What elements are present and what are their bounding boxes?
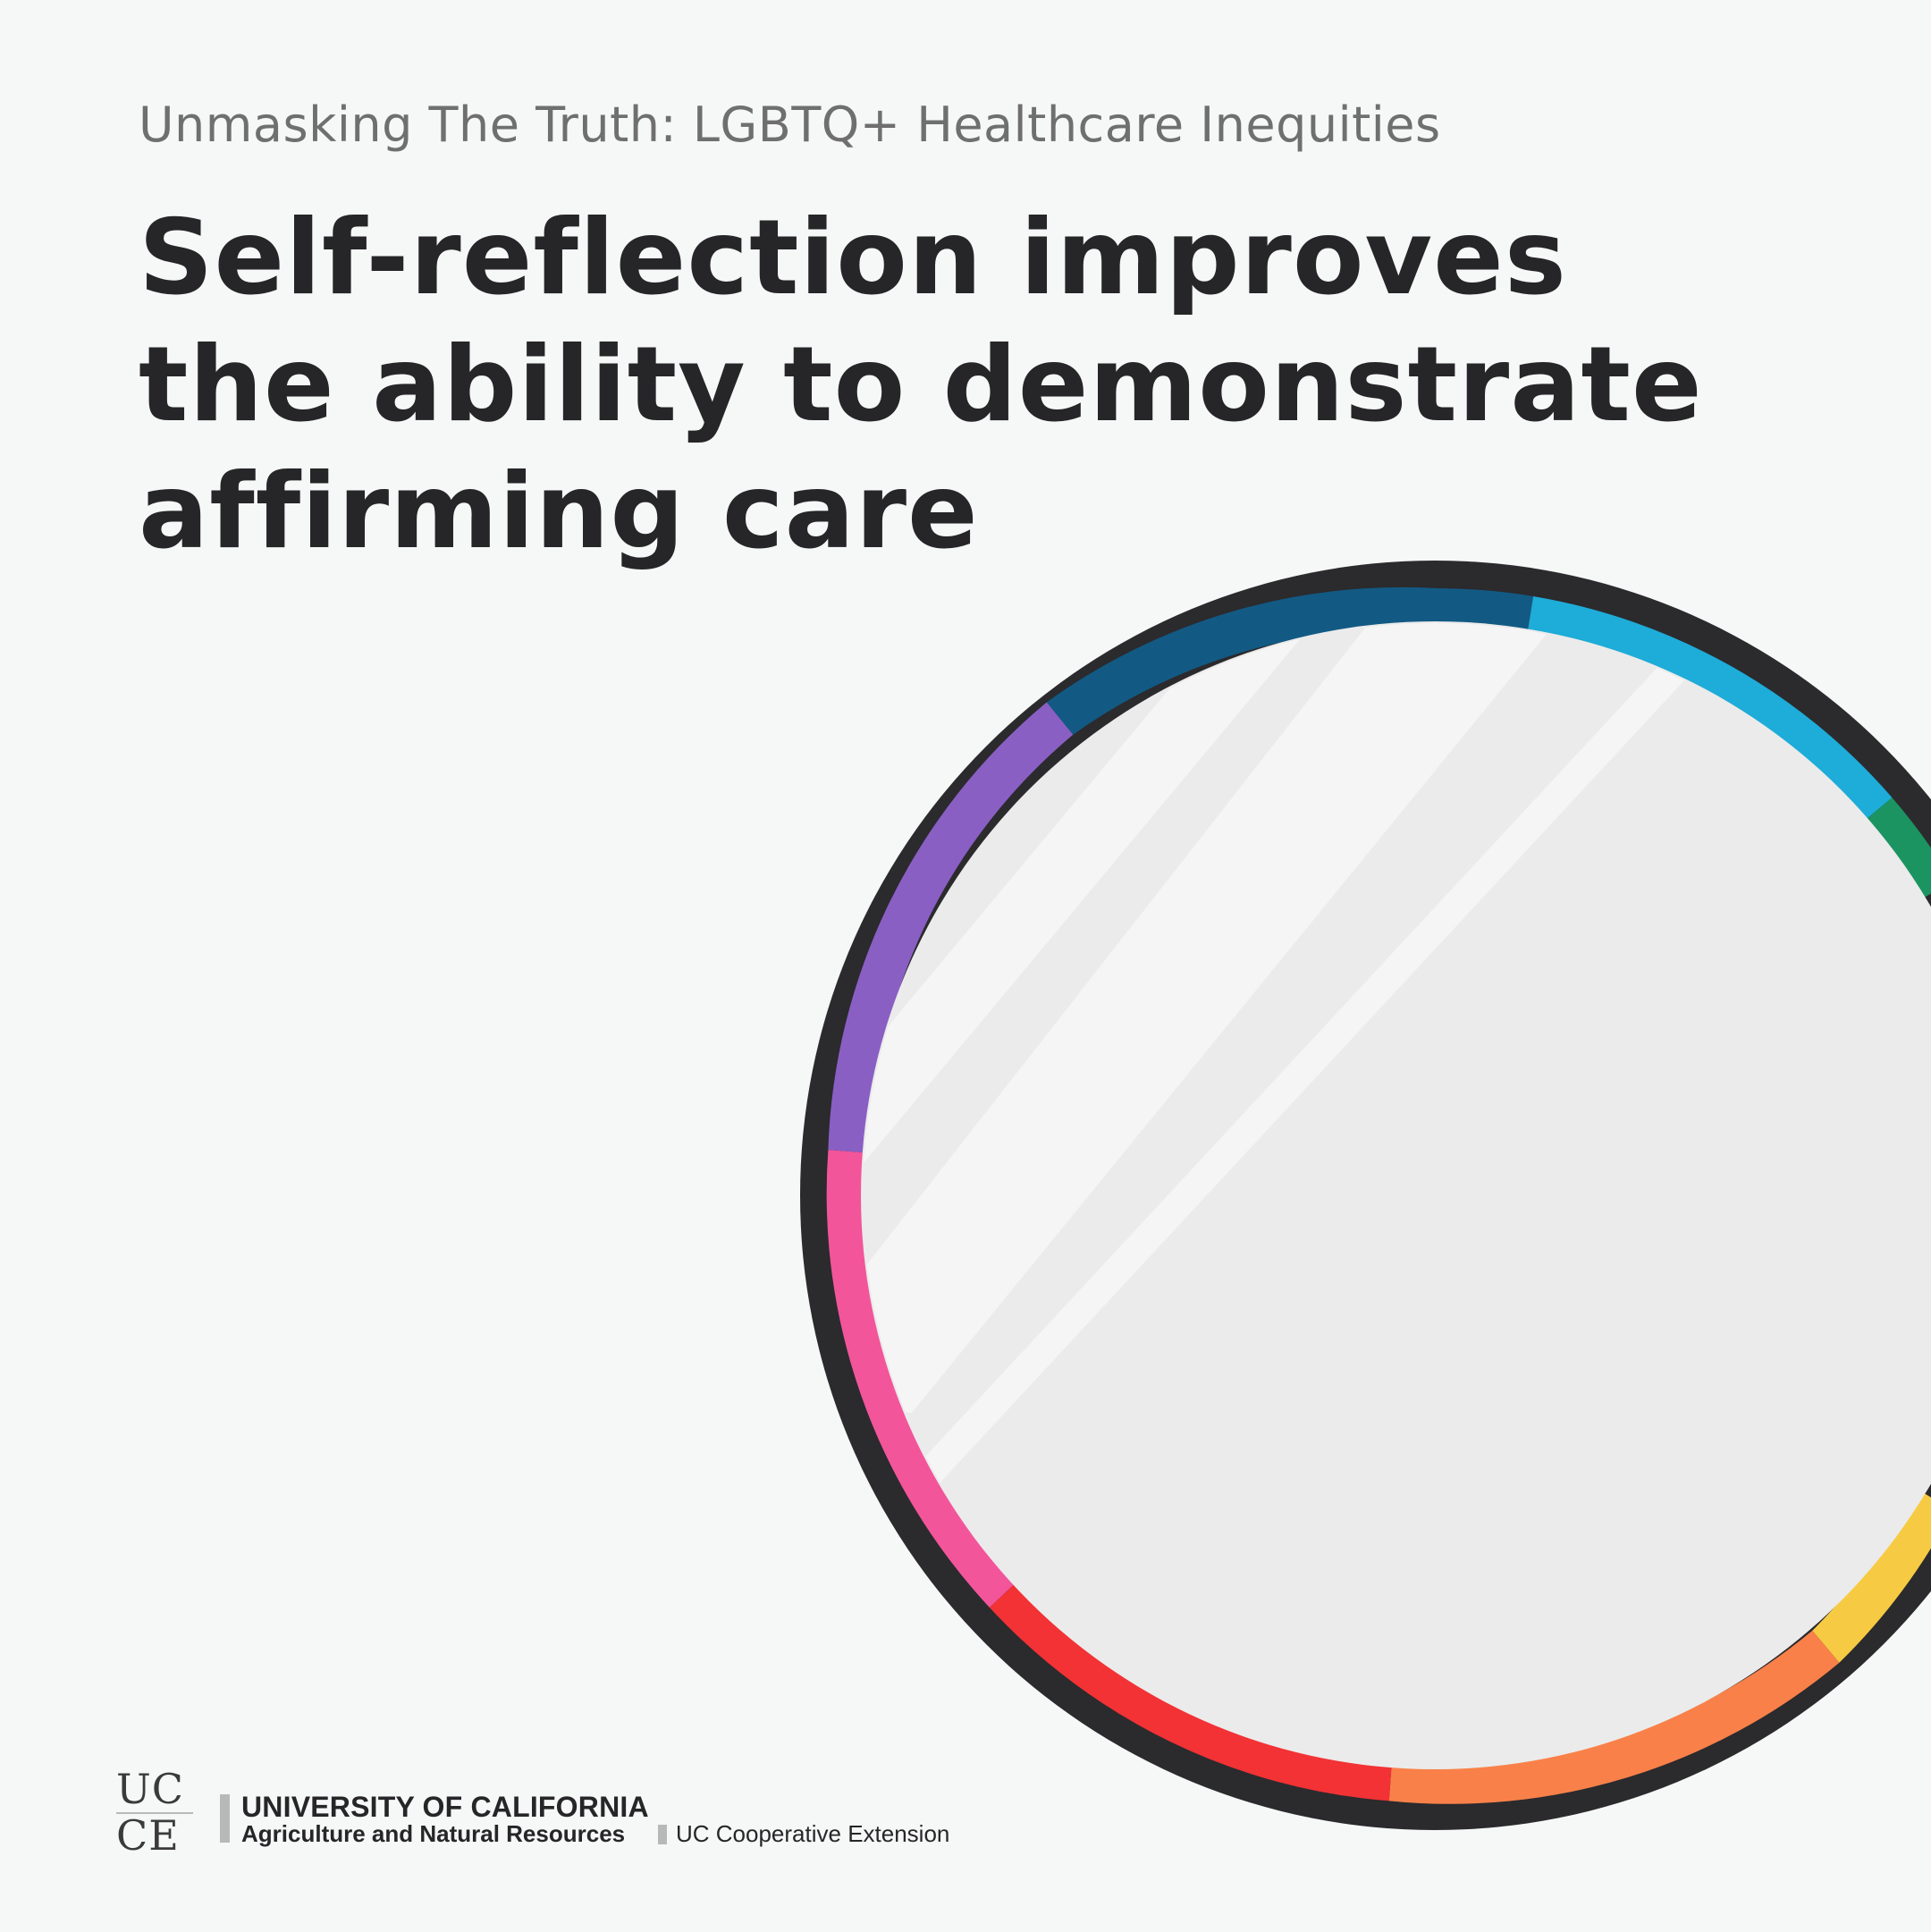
mirror-glass [861, 621, 1931, 1769]
headline: Self-reflection improves the ability to … [139, 195, 1703, 576]
ring-segment-yellow [1812, 1488, 1931, 1663]
ring-segment-green [1859, 797, 1931, 903]
org-division: Agriculture and Natural Resources [241, 1820, 626, 1847]
ucce-logo-top: UC [116, 1765, 184, 1813]
headline-line-2: the ability to demonstrate [139, 325, 1703, 445]
series-subtitle: Unmasking The Truth: LGBTQ+ Healthcare I… [139, 97, 1441, 153]
program-name: UC Cooperative Extension [676, 1820, 950, 1847]
program-divider [658, 1825, 667, 1844]
headline-line-3: affirming care [139, 451, 979, 572]
ucce-logo-bottom: CE [116, 1811, 180, 1860]
glare-band-thin-2 [916, 662, 1685, 1484]
ucce-logo-rule [116, 1812, 193, 1814]
headline-line-1: Self-reflection improves [139, 198, 1567, 318]
glare-band-wide [863, 623, 1582, 1413]
ring-segment-purple [828, 702, 1074, 1153]
logo-divider [220, 1794, 230, 1843]
org-name: UNIVERSITY OF CALIFORNIA [241, 1791, 649, 1823]
ucce-logo: UC CE [116, 1766, 193, 1859]
